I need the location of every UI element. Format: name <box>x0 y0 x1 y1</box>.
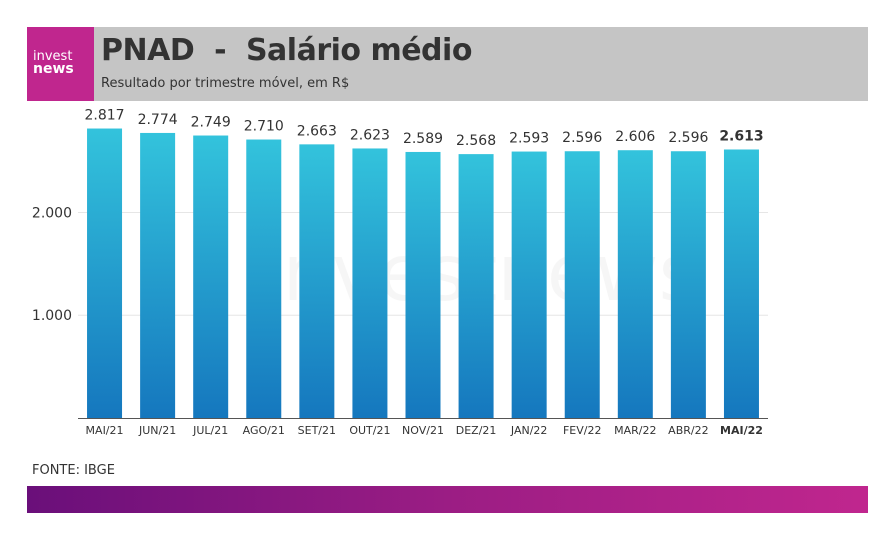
footer-gradient-bar <box>27 486 868 513</box>
x-tick-label: JUN/21 <box>138 424 176 437</box>
bar <box>193 135 229 419</box>
bar <box>617 150 653 418</box>
logo-line-2: news <box>33 61 74 77</box>
bar-value-label: 2.710 <box>244 119 284 135</box>
bar <box>723 149 759 418</box>
bar-value-label: 2.606 <box>615 129 655 145</box>
logo-line-1: invest <box>33 49 73 64</box>
x-tick-label: FEV/22 <box>563 424 602 437</box>
bar-value-label: 2.623 <box>350 127 390 143</box>
y-tick-label: 2.000 <box>32 205 72 221</box>
x-tick-label: MAR/22 <box>614 424 656 437</box>
chart-title: PNAD - Salário médio <box>101 33 472 68</box>
bar-value-label: 2.568 <box>456 133 496 149</box>
bar-value-label: 2.749 <box>191 115 231 131</box>
bar <box>140 132 176 419</box>
header-banner: invest news PNAD - Salário médio Resulta… <box>27 27 868 101</box>
bar <box>670 151 706 418</box>
bar-value-label: 2.589 <box>403 131 443 147</box>
bar <box>405 151 441 418</box>
bar <box>87 128 123 418</box>
bar <box>564 151 600 418</box>
bar-value-label: 2.817 <box>84 108 124 124</box>
bar-value-label: 2.663 <box>297 123 337 139</box>
bar-value-label: 2.596 <box>562 130 602 146</box>
bar-value-label: 2.596 <box>668 130 708 146</box>
bar <box>458 154 494 419</box>
bar <box>352 148 388 418</box>
source-note: FONTE: IBGE <box>32 463 115 478</box>
bar-value-label: 2.774 <box>138 112 178 128</box>
bar-value-label: 2.613 <box>719 128 763 144</box>
bar-value-label: 2.593 <box>509 131 549 147</box>
x-tick-label: NOV/21 <box>402 424 444 437</box>
x-tick-label: OUT/21 <box>349 424 390 437</box>
x-tick-label: AGO/21 <box>243 424 285 437</box>
investnews-logo: invest news <box>27 27 94 101</box>
x-tick-label: SET/21 <box>298 424 336 437</box>
x-tick-label: MAI/21 <box>86 424 124 437</box>
chart-subtitle: Resultado por trimestre móvel, em R$ <box>101 76 350 91</box>
bar <box>246 139 282 418</box>
x-tick-label: DEZ/21 <box>456 424 497 437</box>
logo-text: invest news <box>33 49 74 77</box>
x-tick-label: JUL/21 <box>192 424 228 437</box>
x-tick-label: MAI/22 <box>720 424 763 437</box>
bar <box>299 144 335 418</box>
bar <box>511 151 547 419</box>
x-tick-label: ABR/22 <box>668 424 708 437</box>
x-tick-label: JAN/22 <box>510 424 548 437</box>
y-tick-label: 1.000 <box>32 308 72 324</box>
